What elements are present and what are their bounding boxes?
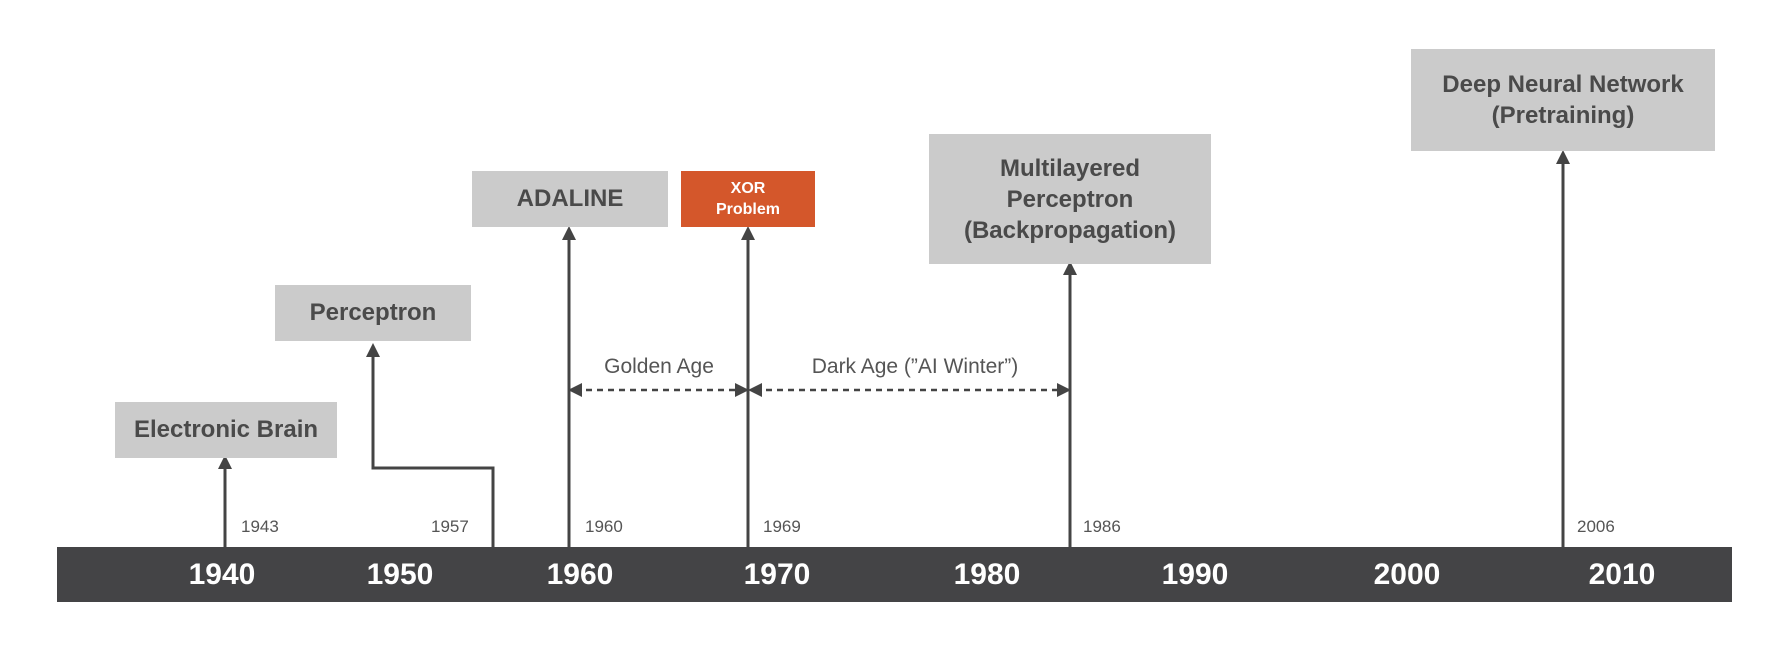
decade-label-1980: 1980 bbox=[953, 558, 1021, 591]
decade-label-1940: 1940 bbox=[188, 558, 256, 591]
multilayered-perceptron-label: Multilayered Perceptron (Backpropagation… bbox=[963, 154, 1176, 244]
deep-neural-network-year: 2006 bbox=[1577, 517, 1615, 536]
decade-label-2000: 2000 bbox=[1373, 558, 1441, 591]
electronic-brain-label: Electronic Brain bbox=[133, 416, 319, 443]
golden-age-label: Golden Age bbox=[604, 355, 714, 378]
decade-label-1960: 1960 bbox=[546, 558, 614, 591]
perceptron-box: Perceptron bbox=[275, 285, 471, 341]
decade-label-1990: 1990 bbox=[1161, 558, 1229, 591]
xor-problem-box: XOR Problem bbox=[681, 171, 815, 227]
adaline-box: ADALINE bbox=[472, 171, 668, 227]
deep-neural-network-box: Deep Neural Network (Pretraining) bbox=[1411, 49, 1715, 151]
decade-label-1950: 1950 bbox=[366, 558, 434, 591]
decade-label-2010: 2010 bbox=[1588, 558, 1656, 591]
adaline-year: 1960 bbox=[585, 517, 623, 536]
perceptron-connector bbox=[366, 343, 495, 547]
perceptron-year: 1957 bbox=[431, 517, 469, 536]
xor-problem-year: 1969 bbox=[763, 517, 801, 536]
multilayered-perceptron-year: 1986 bbox=[1083, 517, 1121, 536]
perceptron-label: Perceptron bbox=[309, 299, 437, 326]
adaline-label: ADALINE bbox=[516, 185, 624, 212]
dark-age-label: Dark Age (”AI Winter”) bbox=[811, 355, 1019, 378]
electronic-brain-year: 1943 bbox=[241, 517, 279, 536]
deep-neural-network-label: Deep Neural Network (Pretraining) bbox=[1442, 71, 1684, 129]
electronic-brain-box: Electronic Brain bbox=[115, 402, 337, 458]
decade-axis-bar bbox=[57, 547, 1732, 602]
decade-label-1970: 1970 bbox=[743, 558, 811, 591]
xor-problem-label: XOR Problem bbox=[715, 180, 780, 218]
multilayered-perceptron-box: Multilayered Perceptron (Backpropagation… bbox=[929, 134, 1211, 264]
